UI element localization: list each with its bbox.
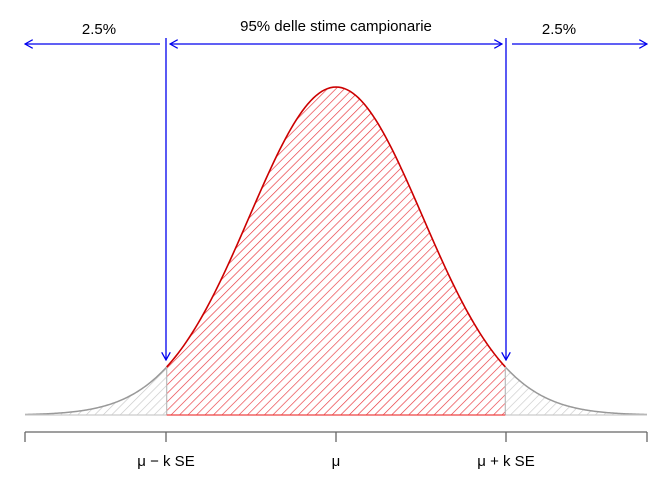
right-tail-region (505, 366, 647, 415)
right-tail-label: 2.5% (542, 21, 576, 38)
x-axis (24, 431, 648, 442)
right-tail-curve (504, 366, 648, 416)
left-tail-label: 2.5% (82, 21, 116, 38)
central-curve (166, 86, 506, 368)
tick-label-lower: μ − k SE (137, 453, 194, 470)
annotations: 2.5% 95% delle stime campionarie 2.5% (25, 18, 647, 360)
tick-label-upper: μ + k SE (477, 453, 534, 470)
left-tail-curve (24, 366, 168, 416)
plot-area (24, 86, 648, 416)
left-tail-region (25, 366, 167, 415)
tick-label-mu: μ (332, 453, 341, 470)
central-label: 95% delle stime campionarie (240, 18, 432, 35)
central-95-region (166, 87, 506, 415)
